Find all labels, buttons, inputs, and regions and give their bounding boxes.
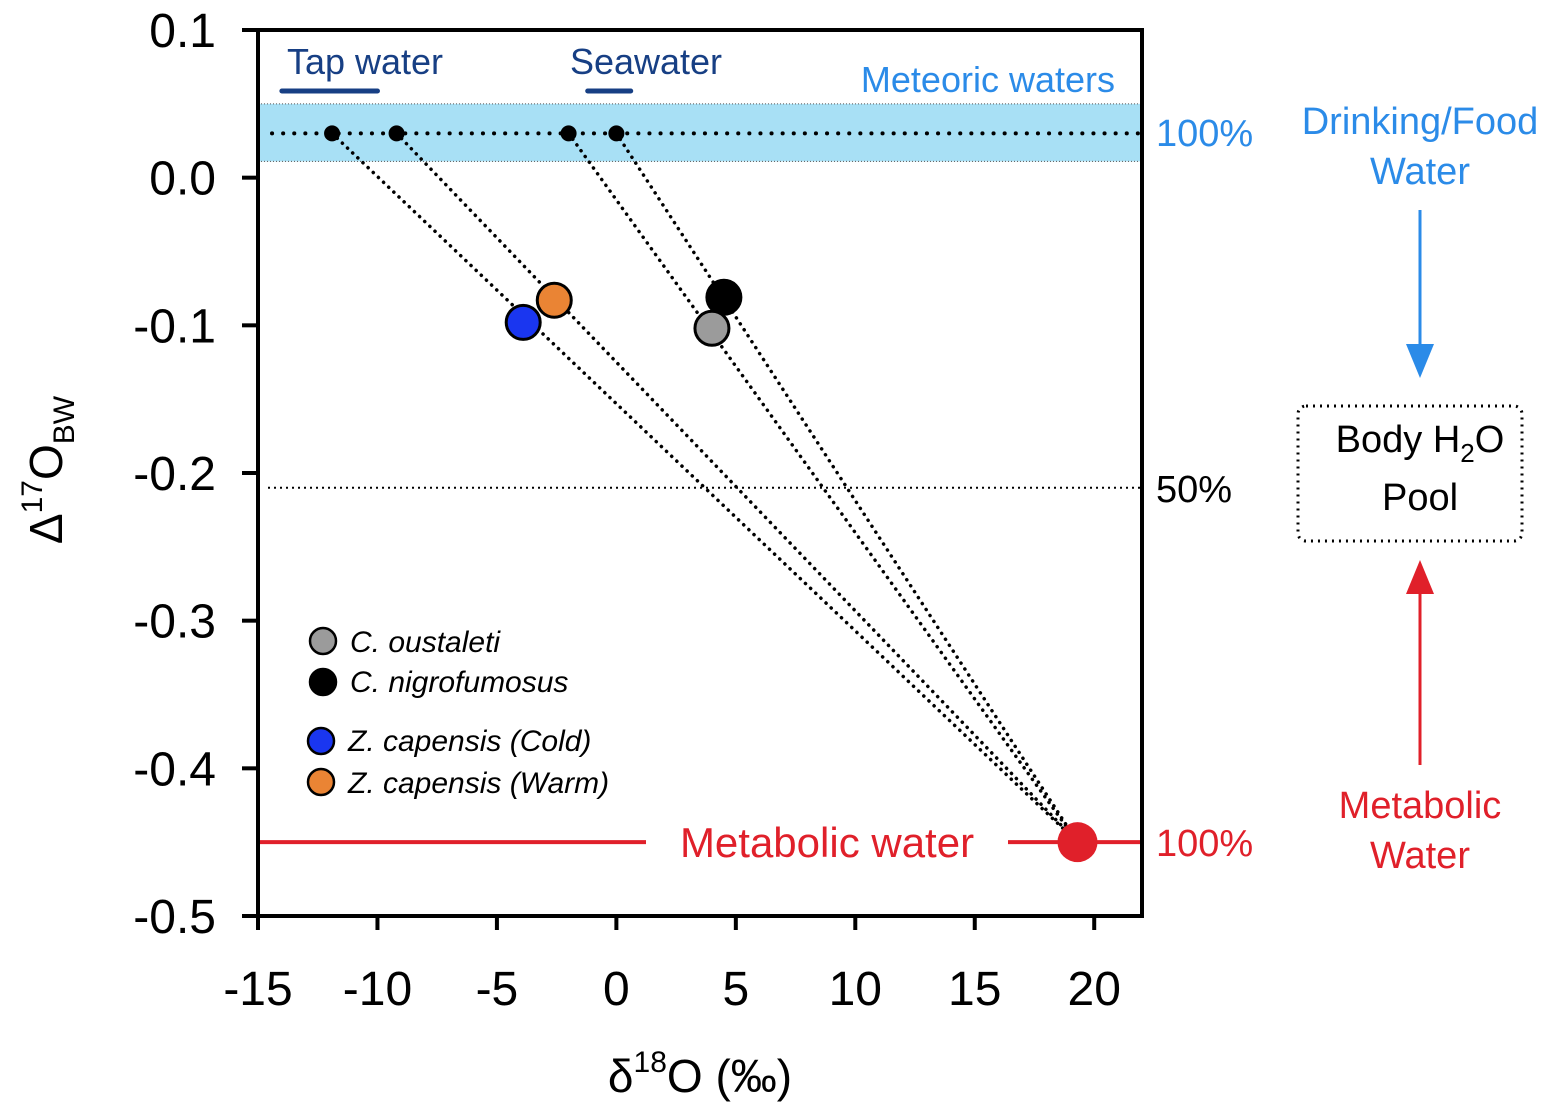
x-tick-label: 5 [722,963,749,1016]
data-point-c-nigrofumosus [705,278,743,316]
legend-marker-z-capensis-cold [306,726,336,756]
x-tick-label: -15 [223,963,292,1016]
points [324,125,1098,863]
source-water-point [388,125,405,142]
down-arrow-icon [1406,344,1434,378]
legend-label-z-capensis-cold: Z. capensis (Cold) [347,725,591,758]
legend-label-c-oustaleti: C. oustaleti [350,626,501,659]
metabolic-water-label: Metabolic water [680,819,974,866]
source-water-point [608,125,625,142]
data-point-c-oustaleti [693,309,731,347]
metabolic-100-label: 100% [1156,823,1253,865]
source-water-point [560,125,577,142]
body-water-pool-box [1296,404,1524,543]
data-point-z-capensis-cold [504,303,542,341]
body-water-label: Body H2O [1336,419,1505,468]
x-tick-label: 0 [603,963,630,1016]
pool-label: Pool [1382,477,1458,519]
legend-marker-c-nigrofumosus [308,667,338,697]
meteoric-waters-label: Meteoric waters [861,59,1115,100]
data-point-z-capensis-warm [535,281,573,319]
legend-label-z-capensis-warm: Z. capensis (Warm) [347,767,609,800]
metabolic-label: Metabolic [1339,785,1502,827]
drinking-water-label: Water [1370,151,1470,193]
x-tick-label: 20 [1068,963,1121,1016]
side-diagram: Drinking/Food Water Body H2O Pool Metabo… [1296,101,1539,877]
x-tick-label: -10 [343,963,412,1016]
mixing-line [394,131,1080,844]
source-water-point [324,125,341,142]
legend-marker-z-capensis-warm [306,767,336,797]
seawater-label: Seawater [570,41,722,82]
y-tick-label: -0.3 [133,596,216,649]
metabolic-water-side-label: Water [1370,835,1470,877]
x-axis-label: δ18O (‰) [608,1046,792,1102]
drinking-food-label: Drinking/Food [1302,101,1539,143]
tap-water-label: Tap water [287,41,443,82]
axis-ticks: -15 -10 -5 0 5 10 15 20 0.1 0.0 -0.1 -0.2 -0.3 -0.4 -0… [133,5,1121,1016]
y-tick-label: -0.1 [133,300,216,353]
y-tick-label: -0.5 [133,891,216,944]
x-tick-label: 15 [948,963,1001,1016]
legend: C. oustaleti C. nigrofumosus Z. capensis… [306,626,609,800]
x-tick-label: 10 [829,963,882,1016]
y-tick-label: 0.0 [149,153,216,206]
y-tick-label: -0.2 [133,448,216,501]
x-tick-label: -5 [476,963,519,1016]
y-tick-label: -0.4 [133,743,216,796]
mixing-lines [330,131,1080,844]
fifty-percent-label: 50% [1156,469,1232,511]
meteoric-100-label: 100% [1156,113,1253,155]
up-arrow-icon [1406,560,1434,594]
mixing-line [614,131,1080,844]
y-tick-label: 0.1 [149,5,216,58]
mixing-line [330,131,1080,844]
metabolic-water-point [1057,822,1098,863]
legend-marker-c-oustaleti [308,626,338,656]
legend-label-c-nigrofumosus: C. nigrofumosus [350,666,568,699]
y-axis-label: Δ17OBW [16,395,81,544]
